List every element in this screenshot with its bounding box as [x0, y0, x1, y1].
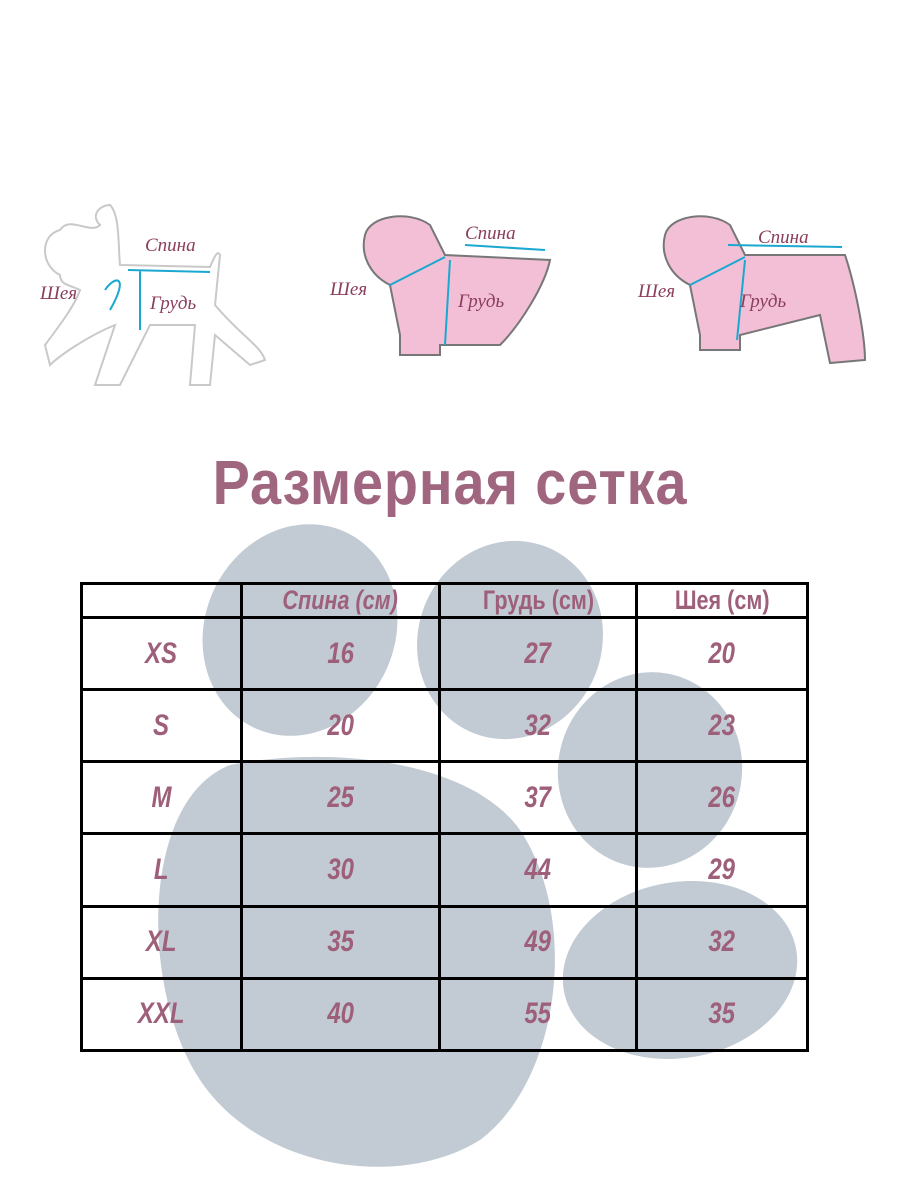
dog-back-label: Спина — [145, 235, 196, 256]
cell-chest: 27 — [438, 615, 638, 692]
table-row: M 25 37 26 — [80, 760, 809, 836]
jumpsuit-shape — [662, 215, 867, 365]
cell-back: 20 — [240, 688, 441, 764]
cell-chest: 44 — [438, 832, 638, 908]
table-row: L 30 44 29 — [80, 832, 809, 908]
cell-back: 40 — [240, 976, 441, 1053]
cell-neck: 32 — [635, 904, 809, 980]
header-neck: Шея (см) — [635, 582, 809, 619]
table-row: XXL 40 55 35 — [80, 976, 809, 1053]
cell-neck: 26 — [635, 760, 809, 836]
cell-back: 16 — [240, 615, 441, 692]
cell-back: 30 — [240, 832, 441, 908]
cell-back: 35 — [240, 904, 441, 980]
jumpsuit-back-label: Спина — [758, 227, 809, 248]
cell-size: XL — [80, 904, 243, 980]
cell-size: M — [80, 760, 243, 836]
cell-chest: 55 — [438, 976, 638, 1053]
size-table: Спина (см) Грудь (см) Шея (см) XS 16 27 20 S… — [80, 582, 809, 1053]
table-row: XL 35 49 32 — [80, 904, 809, 980]
table-header-row: Спина (см) Грудь (см) Шея (см) — [80, 582, 809, 619]
table-row: S 20 32 23 — [80, 688, 809, 764]
cell-size: XS — [80, 615, 243, 692]
page-title: Размерная сетка — [212, 449, 688, 518]
header-size — [80, 582, 243, 619]
cell-neck: 29 — [635, 832, 809, 908]
dog-chest-label: Грудь — [150, 293, 197, 314]
dog-neck-label: Шея — [40, 283, 78, 304]
cell-size: L — [80, 832, 243, 908]
garment-diagrams — [43, 203, 867, 386]
dog-outline — [43, 203, 267, 386]
cell-chest: 37 — [438, 760, 638, 836]
hoodie-neck-label: Шея — [330, 279, 368, 300]
cell-neck: 35 — [635, 976, 809, 1053]
hoodie-chest-label: Грудь — [458, 291, 505, 312]
cell-chest: 32 — [438, 688, 638, 764]
cell-neck: 20 — [635, 615, 809, 692]
header-back: Спина (см) — [240, 582, 441, 619]
measurement-illustrations: Спина Шея Грудь Спина Шея Грудь Спина Ше… — [0, 195, 900, 395]
jumpsuit-chest-label: Грудь — [740, 291, 787, 312]
header-chest: Грудь (см) — [438, 582, 638, 619]
table-row: XS 16 27 20 — [80, 615, 809, 692]
cell-size: S — [80, 688, 243, 764]
hoodie-back-label: Спина — [465, 223, 516, 244]
jumpsuit-neck-label: Шея — [638, 281, 676, 302]
cell-chest: 49 — [438, 904, 638, 980]
cell-size: XXL — [80, 976, 243, 1053]
cell-neck: 23 — [635, 688, 809, 764]
cell-back: 25 — [240, 760, 441, 836]
hoodie-shape — [362, 215, 552, 356]
